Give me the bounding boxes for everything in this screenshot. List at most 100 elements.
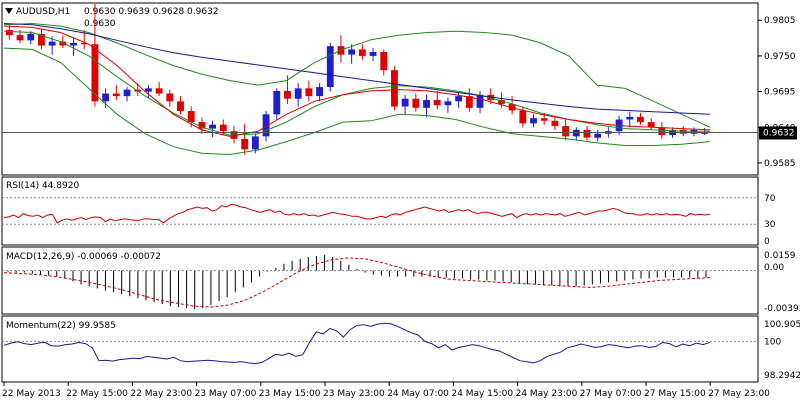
- momentum-title: Momentum(22) 99.9585: [6, 321, 116, 331]
- candle-body: [112, 93, 120, 97]
- candle-body: [91, 44, 99, 102]
- macd-ytick-label: 0.00: [764, 263, 784, 273]
- price-header-symbol: AUDUSD,H1: [16, 7, 70, 17]
- candle-body: [316, 87, 323, 97]
- x-tick-label: 23 May 23:00: [323, 389, 385, 399]
- candle-body: [358, 49, 366, 56]
- rsi-title: RSI(14) 44.8920: [6, 181, 79, 191]
- price-annotation: 0.9630: [84, 19, 116, 29]
- candle-body: [380, 52, 388, 71]
- x-tick-label: 24 May 07:00: [387, 389, 449, 399]
- candle-body: [48, 41, 56, 46]
- candle-body: [530, 118, 537, 124]
- macd-title: MACD(12,26,9) -0.00069 -0.00072: [6, 252, 161, 262]
- candle-body: [690, 129, 698, 134]
- x-tick-label: 27 May 15:00: [644, 389, 706, 399]
- momentum-panel-frame: [1, 315, 759, 383]
- candle-body: [187, 111, 195, 123]
- macd-ytick-label: 0.0159: [764, 251, 796, 261]
- candle-body: [519, 110, 527, 124]
- rsi-panel: RSI(14) 44.8920 70 30 0: [1, 176, 776, 247]
- x-tick-label: 24 May 15:00: [451, 389, 513, 399]
- macd-panel: MACD(12,26,9) -0.00069 -0.00072 0.0159 0.…: [1, 246, 800, 315]
- dropdown-triangle-icon[interactable]: [5, 8, 13, 14]
- candle-body: [455, 96, 463, 102]
- candle-body: [59, 41, 67, 46]
- candle-body: [155, 88, 163, 94]
- rsi-ytick-label: 30: [764, 220, 776, 230]
- momentum-line: [3, 322, 711, 365]
- candle-body: [679, 129, 687, 134]
- candle-body: [102, 93, 110, 102]
- fast-moving-average-line: [3, 25, 711, 137]
- rsi-ytick-label: 70: [764, 194, 776, 204]
- bollinger-lower-line: [3, 47, 711, 156]
- price-ytick-label: 0.9695: [764, 88, 796, 98]
- candle-body: [166, 93, 174, 102]
- candle-body: [80, 42, 88, 45]
- candle-body: [391, 70, 398, 107]
- x-tick-label: 27 May 23:00: [708, 389, 770, 399]
- price-ytick-label: 0.9750: [764, 52, 796, 62]
- price-panel-frame: [1, 2, 759, 176]
- candle-body: [5, 29, 13, 36]
- candle-body: [465, 96, 473, 108]
- momentum-panel: Momentum(22) 99.9585 100.9053 100 98.2942: [1, 315, 800, 383]
- candle-body: [284, 90, 291, 99]
- x-tick-label: 22 May 15:00: [66, 389, 128, 399]
- x-axis: 22 May 2013 22 May 15:00 22 May 23:00 23 Ma…: [2, 382, 770, 399]
- rsi-line: [3, 203, 711, 224]
- rsi-ytick-label: 0: [764, 237, 770, 247]
- candle-body: [38, 33, 45, 46]
- macd-ytick-label: -0.00393: [764, 304, 800, 314]
- x-tick-label: 24 May 23:00: [516, 389, 578, 399]
- x-tick-label: 23 May 07:00: [195, 389, 257, 399]
- candle-body: [423, 100, 430, 108]
- candle-body: [626, 116, 634, 120]
- bollinger-middle-line: [3, 30, 710, 136]
- candle-body: [497, 100, 505, 104]
- candle-body: [198, 122, 206, 129]
- candle-body: [551, 120, 559, 126]
- x-tick-label: 22 May 2013: [2, 389, 61, 399]
- x-tick-label: 22 May 23:00: [130, 389, 192, 399]
- candle-body: [508, 103, 516, 111]
- momentum-ytick-label: 98.2942: [764, 371, 800, 381]
- slow-moving-average-line: [3, 23, 711, 115]
- candle-body: [348, 49, 356, 55]
- candle-body: [251, 136, 259, 150]
- candle-body: [273, 90, 281, 115]
- candle-body: [369, 52, 377, 56]
- candle-body: [144, 88, 152, 92]
- candle-body: [562, 125, 570, 137]
- candle-body: [16, 35, 24, 41]
- candle-body: [637, 116, 644, 123]
- candle-body: [401, 98, 409, 107]
- candle-body: [326, 46, 334, 88]
- candle-body: [658, 127, 666, 136]
- price-ytick-label: 0.9585: [764, 159, 796, 169]
- candle-body: [177, 101, 184, 112]
- momentum-ytick-label: 100.9053: [764, 320, 800, 330]
- candle-body: [27, 33, 35, 41]
- price-header-ohlc: 0.9630 0.9639 0.9628 0.9632: [84, 7, 219, 17]
- macd-signal-line: [3, 257, 711, 308]
- candle-body: [123, 89, 131, 97]
- candle-body: [219, 124, 227, 132]
- candle-body: [647, 122, 655, 128]
- price-panel: AUDUSD,H1 0.9630 0.9639 0.9628 0.9632 0.…: [1, 2, 797, 176]
- candle-body: [412, 98, 420, 108]
- candle-body: [572, 129, 580, 137]
- momentum-ytick-label: 100: [764, 337, 781, 347]
- candle-body: [540, 118, 548, 121]
- x-tick-label: 23 May 15:00: [259, 389, 321, 399]
- x-tick-label: 27 May 07:00: [580, 389, 642, 399]
- candle-body: [701, 132, 709, 134]
- candle-body: [262, 114, 270, 137]
- current-price-label-box: [759, 126, 797, 140]
- candle-body: [444, 101, 452, 106]
- candle-body: [294, 88, 302, 99]
- candle-body: [583, 129, 591, 138]
- macd-panel-frame: [1, 246, 759, 315]
